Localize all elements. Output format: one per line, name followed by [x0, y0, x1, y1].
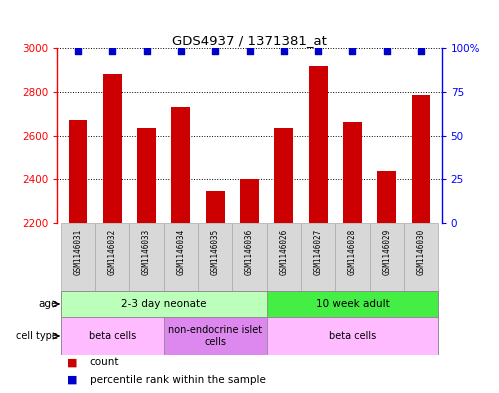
Bar: [129, 223, 164, 291]
Text: GSM1146036: GSM1146036: [245, 228, 254, 275]
Point: [74, 48, 82, 54]
Text: GSM1146035: GSM1146035: [211, 228, 220, 275]
Text: ■: ■: [67, 358, 81, 367]
Text: ■: ■: [67, 375, 81, 385]
Point: [108, 48, 116, 54]
Title: GDS4937 / 1371381_at: GDS4937 / 1371381_at: [172, 34, 327, 47]
Bar: [266, 317, 438, 355]
Bar: [103, 74, 122, 393]
Bar: [198, 223, 233, 291]
Bar: [61, 223, 95, 291]
Point: [417, 48, 425, 54]
Bar: [206, 191, 225, 393]
Bar: [68, 120, 87, 393]
Text: cell type: cell type: [16, 331, 58, 341]
Bar: [404, 223, 438, 291]
Bar: [377, 171, 396, 393]
Bar: [61, 317, 164, 355]
Bar: [266, 223, 301, 291]
Point: [348, 48, 356, 54]
Bar: [164, 223, 198, 291]
Text: percentile rank within the sample: percentile rank within the sample: [90, 375, 265, 385]
Text: 10 week adult: 10 week adult: [315, 299, 389, 309]
Text: GSM1146032: GSM1146032: [108, 228, 117, 275]
Text: GSM1146027: GSM1146027: [313, 228, 323, 275]
Bar: [233, 223, 266, 291]
Point: [280, 48, 288, 54]
Text: GSM1146028: GSM1146028: [348, 228, 357, 275]
Bar: [266, 291, 438, 317]
Point: [383, 48, 391, 54]
Text: GSM1146031: GSM1146031: [73, 228, 82, 275]
Bar: [301, 223, 335, 291]
Bar: [370, 223, 404, 291]
Text: GSM1146034: GSM1146034: [176, 228, 186, 275]
Point: [246, 48, 253, 54]
Text: beta cells: beta cells: [89, 331, 136, 341]
Text: GSM1146033: GSM1146033: [142, 228, 151, 275]
Bar: [240, 179, 259, 393]
Point: [314, 48, 322, 54]
Text: beta cells: beta cells: [329, 331, 376, 341]
Text: GSM1146029: GSM1146029: [382, 228, 391, 275]
Bar: [172, 107, 190, 393]
Bar: [61, 291, 266, 317]
Text: non-endocrine islet
cells: non-endocrine islet cells: [168, 325, 262, 347]
Bar: [412, 95, 431, 393]
Bar: [274, 128, 293, 393]
Bar: [95, 223, 129, 291]
Bar: [137, 128, 156, 393]
Point: [143, 48, 151, 54]
Point: [211, 48, 219, 54]
Text: age: age: [39, 299, 58, 309]
Bar: [164, 317, 266, 355]
Point: [177, 48, 185, 54]
Bar: [309, 66, 327, 393]
Text: count: count: [90, 358, 119, 367]
Text: 2-3 day neonate: 2-3 day neonate: [121, 299, 207, 309]
Text: GSM1146026: GSM1146026: [279, 228, 288, 275]
Bar: [335, 223, 370, 291]
Text: GSM1146030: GSM1146030: [417, 228, 426, 275]
Bar: [343, 122, 362, 393]
